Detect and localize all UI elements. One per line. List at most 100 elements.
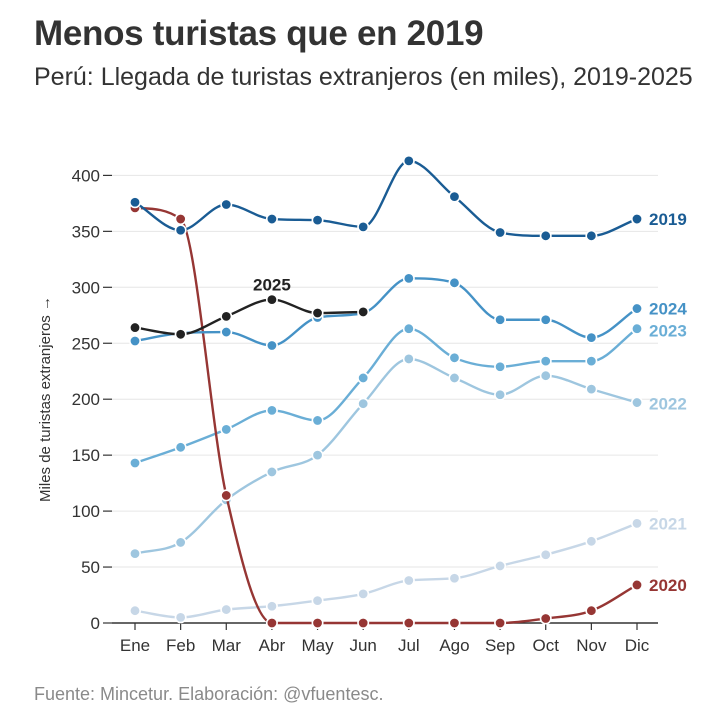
data-point-2019 <box>494 226 507 239</box>
x-tick-label: Ago <box>439 636 469 655</box>
data-point-2022 <box>174 536 187 549</box>
data-point-2019 <box>539 229 552 242</box>
data-point-2021 <box>448 572 461 585</box>
data-point-2020 <box>174 213 187 226</box>
axes: 0 50 100 150 200 250 300 350 400 Ene Feb Mar Abr May J… <box>37 166 658 655</box>
series-label-2023: 2023 <box>649 322 687 341</box>
data-point-2021 <box>311 594 324 607</box>
y-tick-label: 50 <box>81 558 100 577</box>
data-point-2022 <box>539 369 552 382</box>
series-line-2019 <box>134 159 638 238</box>
data-point-2021 <box>494 559 507 572</box>
data-point-2025 <box>311 307 324 320</box>
series-2020 <box>129 201 643 629</box>
x-tick-label: Feb <box>166 636 195 655</box>
data-point-2025 <box>174 328 187 341</box>
data-point-2024 <box>220 326 233 339</box>
data-point-2021 <box>630 517 643 530</box>
data-point-2021 <box>402 574 415 587</box>
data-point-2024 <box>539 313 552 326</box>
data-point-2023 <box>402 322 415 335</box>
data-point-2024 <box>265 339 278 352</box>
x-tick-label: Oct <box>533 636 560 655</box>
data-point-2022 <box>448 371 461 384</box>
series-labels: 2021 2022 2023 2020 2024 2025 2019 <box>253 210 687 595</box>
y-tick-label: 100 <box>72 502 100 521</box>
data-point-2024 <box>448 276 461 289</box>
data-point-2023 <box>265 404 278 417</box>
data-point-2021 <box>174 611 187 624</box>
data-point-2023 <box>494 360 507 373</box>
data-point-2025 <box>265 293 278 306</box>
data-point-2022 <box>129 547 142 560</box>
data-point-2021 <box>585 535 598 548</box>
data-point-2020 <box>585 604 598 617</box>
series-label-2024: 2024 <box>649 300 687 319</box>
data-point-2022 <box>402 352 415 365</box>
data-point-2021 <box>539 548 552 561</box>
series-label-2021: 2021 <box>649 514 687 533</box>
data-point-2021 <box>357 587 370 600</box>
data-point-2019 <box>174 224 187 237</box>
series-2025 <box>129 293 370 341</box>
data-point-2024 <box>494 313 507 326</box>
y-tick-label: 300 <box>72 278 100 297</box>
data-point-2023 <box>311 414 324 427</box>
data-point-2020 <box>220 489 233 502</box>
series-2023 <box>129 322 643 469</box>
data-point-2021 <box>220 603 233 616</box>
series-2024 <box>129 272 643 352</box>
x-tick-label: Mar <box>212 636 242 655</box>
data-point-2024 <box>585 331 598 344</box>
series-label-2022: 2022 <box>649 395 687 414</box>
data-point-2023 <box>174 441 187 454</box>
data-point-2023 <box>220 423 233 436</box>
data-point-2020 <box>311 616 324 629</box>
series-line-2020 <box>134 206 638 625</box>
series-label-2025: 2025 <box>253 276 291 295</box>
data-point-2019 <box>129 196 142 209</box>
y-tick-label: 0 <box>91 614 100 633</box>
data-point-2024 <box>630 302 643 315</box>
y-tick-label: 350 <box>72 222 100 241</box>
data-point-2020 <box>448 616 461 629</box>
source-note: Fuente: Mincetur. Elaboración: @vfuentes… <box>34 684 384 704</box>
x-tick-label: Ene <box>120 636 150 655</box>
data-point-2020 <box>402 616 415 629</box>
data-point-2022 <box>357 397 370 410</box>
data-point-2022 <box>585 383 598 396</box>
data-point-2025 <box>220 310 233 323</box>
data-point-2019 <box>630 213 643 226</box>
chart-title: Menos turistas que en 2019 <box>34 14 484 53</box>
series-label-2020: 2020 <box>649 576 687 595</box>
series-label-2019: 2019 <box>649 210 687 229</box>
data-point-2020 <box>539 612 552 625</box>
data-point-2020 <box>265 616 278 629</box>
x-tick-label: Abr <box>259 636 286 655</box>
data-point-2019 <box>585 229 598 242</box>
data-point-2021 <box>129 604 142 617</box>
series-2022 <box>129 352 643 560</box>
data-point-2019 <box>402 154 415 167</box>
data-point-2024 <box>402 272 415 285</box>
y-tick-label: 400 <box>72 166 100 185</box>
data-point-2022 <box>311 449 324 462</box>
gridlines <box>112 174 658 568</box>
data-point-2023 <box>448 351 461 364</box>
data-point-2019 <box>357 220 370 233</box>
data-point-2022 <box>265 465 278 478</box>
series-2021 <box>129 517 643 624</box>
data-point-2023 <box>129 456 142 469</box>
series-lines <box>129 154 643 629</box>
data-point-2019 <box>311 214 324 227</box>
y-tick-label: 200 <box>72 390 100 409</box>
data-point-2023 <box>630 322 643 335</box>
data-point-2021 <box>265 600 278 613</box>
y-tick-label: 250 <box>72 334 100 353</box>
data-point-2019 <box>220 198 233 211</box>
x-tick-label: Jun <box>349 636 376 655</box>
series-line-2024 <box>134 277 638 347</box>
x-tick-label: Sep <box>485 636 515 655</box>
data-point-2020 <box>630 578 643 591</box>
data-point-2019 <box>265 213 278 226</box>
